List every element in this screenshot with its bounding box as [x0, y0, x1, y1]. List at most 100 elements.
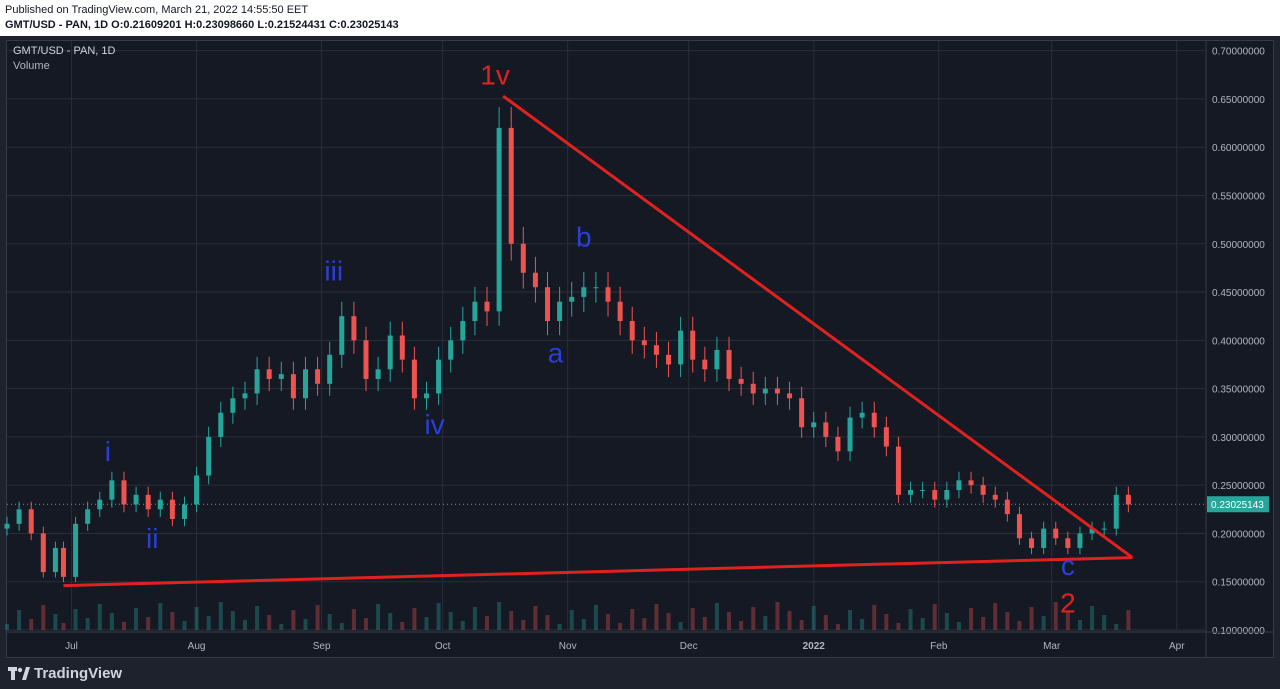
- candle-body: [266, 369, 272, 379]
- price-tick-label: 0.60000000: [1212, 143, 1265, 154]
- candle-body: [653, 345, 659, 355]
- price-tick-label: 0.40000000: [1212, 336, 1265, 347]
- price-tick-label: 0.30000000: [1212, 433, 1265, 444]
- volume-bar: [1102, 615, 1107, 630]
- volume-bar: [751, 607, 756, 630]
- candle-body: [157, 499, 163, 510]
- volume-bar: [848, 610, 853, 630]
- volume-bar: [884, 614, 889, 630]
- trendline: [502, 94, 1134, 559]
- candle-body: [690, 330, 696, 360]
- volume-bar: [714, 603, 719, 630]
- candle-body: [448, 340, 454, 360]
- footer: [0, 658, 1280, 689]
- candle-body: [206, 436, 212, 476]
- volume-bar: [291, 610, 296, 630]
- volume-bar: [460, 621, 465, 630]
- volume-bar: [969, 608, 974, 630]
- volume-bar: [73, 609, 78, 630]
- volume-bar: [376, 604, 381, 630]
- wave-label: ii: [146, 523, 158, 554]
- volume-bar: [267, 615, 272, 630]
- volume-bar: [630, 609, 635, 630]
- candle-body: [230, 398, 236, 413]
- candle-body: [28, 509, 34, 534]
- low-label: L:: [257, 19, 268, 31]
- candle-body: [1125, 494, 1131, 505]
- volume-bar: [666, 613, 671, 630]
- volume-bar: [509, 611, 514, 630]
- candle-body: [702, 359, 708, 370]
- price-tick-label: 0.15000000: [1212, 578, 1265, 589]
- candle-body: [194, 475, 200, 505]
- candle-body: [290, 374, 296, 399]
- tradingview-logo[interactable]: TradingView: [8, 665, 122, 682]
- candle-body: [883, 427, 889, 447]
- volume-bar: [1053, 602, 1058, 630]
- volume-bar: [896, 623, 901, 630]
- published-text: Published on TradingView.com, March 21, …: [5, 4, 309, 16]
- legend-title: GMT/USD - PAN, 1D: [13, 45, 116, 57]
- candle-body: [1077, 533, 1083, 548]
- volume-bar: [472, 607, 477, 630]
- candle-body: [859, 412, 865, 418]
- candle-body: [581, 287, 587, 297]
- volume-bar: [993, 603, 998, 630]
- time-tick-label: Mar: [1043, 641, 1061, 652]
- time-tick-label: Oct: [435, 641, 451, 652]
- candle-body: [944, 489, 950, 500]
- wave-label: i: [105, 436, 111, 467]
- price-tick-label: 0.55000000: [1212, 191, 1265, 202]
- candle-body: [85, 509, 91, 524]
- candle-body: [980, 485, 986, 495]
- candle-body: [1113, 494, 1119, 529]
- candle-body: [315, 369, 321, 384]
- volume-bar: [351, 609, 356, 630]
- candle-body: [1101, 528, 1107, 530]
- volume-bar: [835, 624, 840, 630]
- volume-bar: [242, 620, 247, 630]
- candle-body: [109, 480, 115, 500]
- volume-bar: [448, 612, 453, 630]
- candle-body: [641, 340, 647, 346]
- candle-body: [678, 330, 684, 365]
- candle-body: [545, 287, 551, 322]
- volume-bar: [170, 612, 175, 630]
- volume-bar: [5, 624, 9, 630]
- wave-label: iv: [424, 409, 444, 440]
- chart-frame[interactable]: [6, 40, 1274, 658]
- volume-bar: [872, 605, 877, 630]
- volume-bar: [1126, 610, 1131, 630]
- volume-bar: [158, 603, 163, 630]
- volume-bar: [146, 617, 151, 630]
- volume-bar: [436, 603, 441, 630]
- candle-body: [484, 301, 490, 312]
- volume-bar: [327, 614, 332, 630]
- high-value: 0.23098660: [196, 19, 255, 31]
- volume-bar: [388, 613, 393, 630]
- volume-bar: [85, 618, 90, 630]
- volume-bar: [920, 618, 925, 630]
- candle-body: [472, 301, 478, 322]
- candle-body: [1041, 528, 1047, 548]
- price-tick-label: 0.20000000: [1212, 529, 1265, 540]
- volume-bar: [1114, 624, 1119, 630]
- candle-body: [629, 321, 635, 341]
- candle-body: [242, 393, 248, 399]
- volume-bar: [944, 613, 949, 630]
- volume-bar: [775, 602, 780, 630]
- volume-bar: [521, 620, 526, 630]
- high-label: H:: [184, 19, 197, 31]
- volume-bar: [533, 606, 538, 630]
- time-tick-label: Aug: [188, 641, 206, 652]
- candle-body: [1029, 538, 1035, 548]
- volume-bar: [956, 622, 961, 630]
- candle-body: [956, 480, 962, 490]
- candle-body: [557, 301, 563, 322]
- candle-body: [411, 359, 417, 399]
- volume-bar: [823, 615, 828, 630]
- candle-body: [895, 446, 901, 495]
- volume-bar: [485, 616, 490, 630]
- volume-bar: [569, 610, 574, 630]
